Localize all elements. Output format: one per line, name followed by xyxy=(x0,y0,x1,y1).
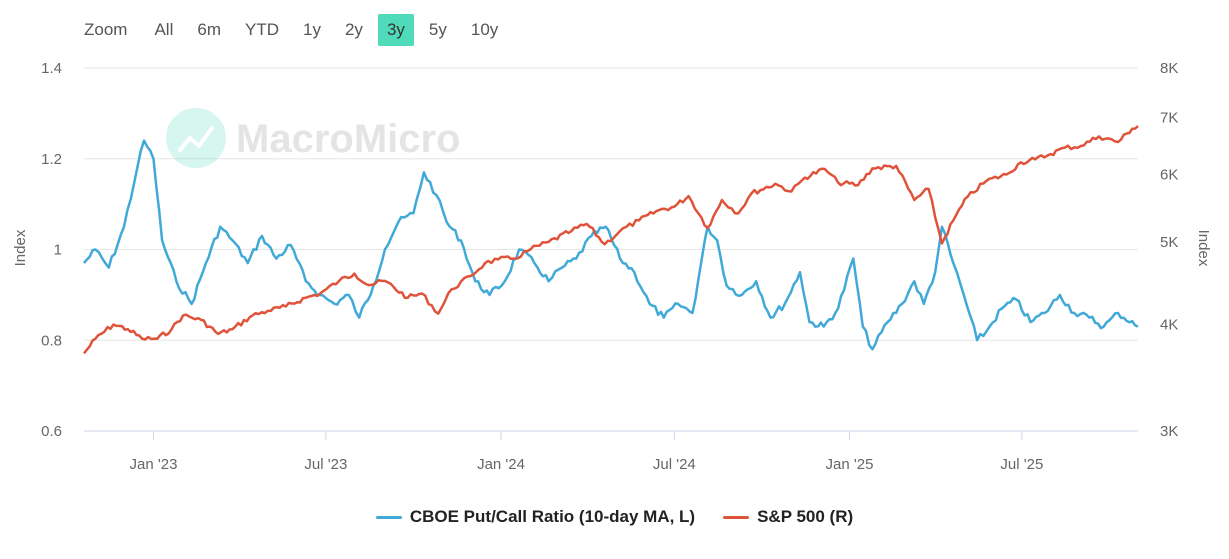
x-tick-label: Jan '25 xyxy=(826,456,874,473)
x-tick-label: Jul '25 xyxy=(1000,456,1043,473)
legend: CBOE Put/Call Ratio (10-day MA, L) S&P 5… xyxy=(0,507,1229,527)
zoom-button-3y[interactable]: 3y xyxy=(377,14,414,46)
right-axis-title: Index xyxy=(1195,230,1212,267)
zoom-label: Zoom xyxy=(84,20,128,39)
legend-item-put-call[interactable]: CBOE Put/Call Ratio (10-day MA, L) xyxy=(375,507,696,527)
grid-lines xyxy=(84,67,1138,432)
right-tick-label: 4K xyxy=(1160,317,1178,334)
left-tick-label: 0.6 xyxy=(41,423,62,440)
left-axis-ticks: 0.6 0.8 1 1.2 1.4 xyxy=(41,60,62,440)
right-tick-label: 3K xyxy=(1160,423,1178,440)
legend-label-put-call: CBOE Put/Call Ratio (10-day MA, L) xyxy=(409,507,696,526)
left-tick-label: 1 xyxy=(54,242,62,259)
watermark-logo-icon xyxy=(166,108,226,168)
right-tick-label: 7K xyxy=(1160,109,1178,126)
zoom-button-5y[interactable]: 5y xyxy=(428,20,447,39)
left-axis-title: Index xyxy=(12,229,29,266)
legend-swatch-put-call xyxy=(375,515,402,519)
series-line-sp500[interactable] xyxy=(83,125,1139,355)
x-tick-label: Jul '23 xyxy=(304,456,347,473)
zoom-button-1y[interactable]: 1y xyxy=(303,20,321,39)
zoom-bar: Zoom All 6m YTD 1y 2y 3y 5y 10y xyxy=(84,14,513,46)
left-tick-label: 1.4 xyxy=(41,60,62,77)
watermark: MacroMicro xyxy=(166,108,461,168)
chart-area: MacroMicro 0.6 0.8 1 1.2 1.4 3K 4K 5K 6K 7K 8K Ja… xyxy=(12,60,1212,473)
zoom-button-10y[interactable]: 10y xyxy=(470,20,499,39)
x-axis-ticks: Jan '23 Jul '23 Jan '24 Jul '24 Jan '25 Jul '… xyxy=(130,431,1043,473)
right-tick-label: 8K xyxy=(1160,60,1178,77)
right-axis-ticks: 3K 4K 5K 6K 7K 8K xyxy=(1160,60,1178,440)
legend-item-sp500[interactable]: S&P 500 (R) xyxy=(723,507,853,527)
right-tick-label: 6K xyxy=(1160,166,1178,183)
zoom-button-6m[interactable]: 6m xyxy=(197,20,221,39)
right-tick-label: 5K xyxy=(1160,234,1178,251)
zoom-button-2y[interactable]: 2y xyxy=(344,20,363,39)
left-tick-label: 1.2 xyxy=(41,151,62,168)
zoom-button-all[interactable]: All xyxy=(154,20,174,39)
left-tick-label: 0.8 xyxy=(41,332,62,349)
x-tick-label: Jul '24 xyxy=(653,456,696,473)
x-tick-label: Jan '23 xyxy=(130,456,178,473)
legend-swatch-sp500 xyxy=(723,515,750,519)
zoom-button-ytd[interactable]: YTD xyxy=(245,20,279,39)
watermark-trend-icon xyxy=(178,126,214,152)
watermark-text: MacroMicro xyxy=(236,117,461,161)
x-tick-label: Jan '24 xyxy=(477,456,525,473)
series-line-put-call-ratio[interactable] xyxy=(83,139,1139,351)
legend-label-sp500: S&P 500 (R) xyxy=(757,507,854,526)
